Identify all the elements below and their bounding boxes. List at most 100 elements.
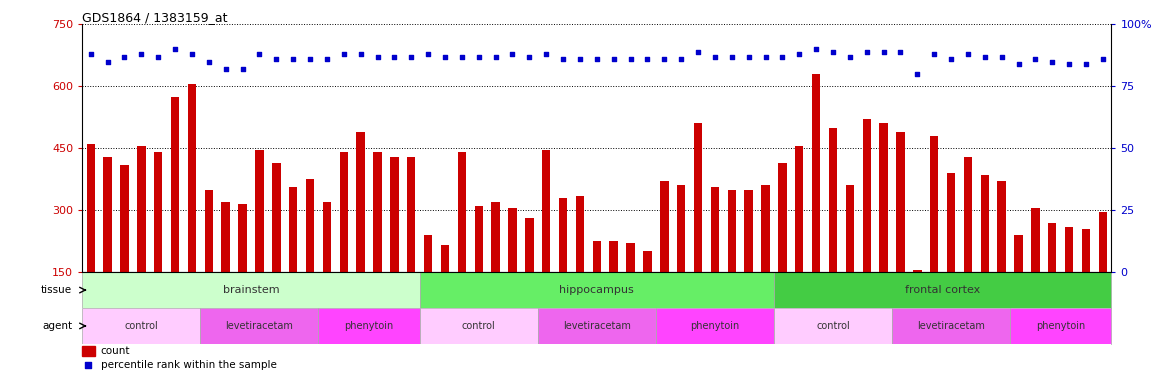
Bar [441,245,449,272]
Point [908,71,927,77]
Text: control: control [125,321,159,331]
Bar [829,128,837,272]
Point [924,51,943,57]
Bar [694,123,702,272]
Point [402,54,421,60]
Point [368,54,387,60]
Point [419,51,437,57]
Text: phenytoin: phenytoin [690,321,740,331]
Point [621,56,640,62]
Point [740,54,759,60]
Bar [774,308,893,344]
Point [1009,61,1028,67]
Point [301,56,320,62]
Text: brainstem: brainstem [222,285,280,295]
Point [706,54,724,60]
Bar [423,235,433,272]
Text: frontal cortex: frontal cortex [906,285,981,295]
Point [874,49,893,55]
Bar [188,84,196,272]
Point [689,49,708,55]
Point [115,54,134,60]
Bar [913,270,922,272]
Bar [420,308,537,344]
Point [773,54,791,60]
Bar [593,241,601,272]
Bar [82,272,420,308]
Bar [795,146,803,272]
Point [182,51,201,57]
Bar [289,188,298,272]
Point [1025,56,1044,62]
Point [435,54,454,60]
Bar [120,165,128,272]
Bar [526,219,534,272]
Bar [1082,229,1090,272]
Point [588,56,607,62]
Bar [390,156,399,272]
Bar [660,181,668,272]
Bar [963,156,973,272]
Bar [322,202,332,272]
Bar [492,202,500,272]
Bar [779,163,787,272]
Point [1076,61,1095,67]
Bar [761,185,770,272]
Point [453,54,472,60]
Point [1094,56,1112,62]
Point [1060,61,1078,67]
Bar [255,150,263,272]
Text: count: count [101,346,131,356]
Point [267,56,286,62]
Bar [627,243,635,272]
Point [756,54,775,60]
Bar [656,308,774,344]
Bar [643,252,652,272]
Text: levetiracetam: levetiracetam [917,321,985,331]
Point [639,56,657,62]
Point [385,54,403,60]
Point [149,54,168,60]
Bar [103,156,112,272]
Point [570,56,589,62]
Bar [239,204,247,272]
Bar [862,119,871,272]
Bar [1098,212,1107,272]
Bar [1031,208,1040,272]
Bar [1010,308,1111,344]
Bar [537,308,656,344]
Bar [1015,235,1023,272]
Bar [373,152,382,272]
Point [318,56,336,62]
Point [334,51,353,57]
Bar [1065,227,1074,272]
Point [166,46,185,52]
Text: levetiracetam: levetiracetam [563,321,630,331]
Bar [407,156,415,272]
Point [132,51,151,57]
Point [250,51,269,57]
Bar [744,189,753,272]
Point [807,46,826,52]
Text: GDS1864 / 1383159_at: GDS1864 / 1383159_at [82,11,228,24]
Bar [475,206,483,272]
Bar [420,272,774,308]
Point [823,49,842,55]
Bar [846,185,854,272]
Bar [947,173,955,272]
Bar [221,202,230,272]
Bar [138,146,146,272]
Bar [154,152,162,272]
Point [554,56,573,62]
Point [352,51,370,57]
Text: tissue: tissue [41,285,72,295]
Text: control: control [462,321,495,331]
Bar [205,189,213,272]
Point [671,56,690,62]
Bar [896,132,904,272]
Bar [306,179,314,272]
Bar [893,308,1010,344]
Bar [677,185,686,272]
Point [1043,58,1062,64]
Text: percentile rank within the sample: percentile rank within the sample [101,360,276,370]
